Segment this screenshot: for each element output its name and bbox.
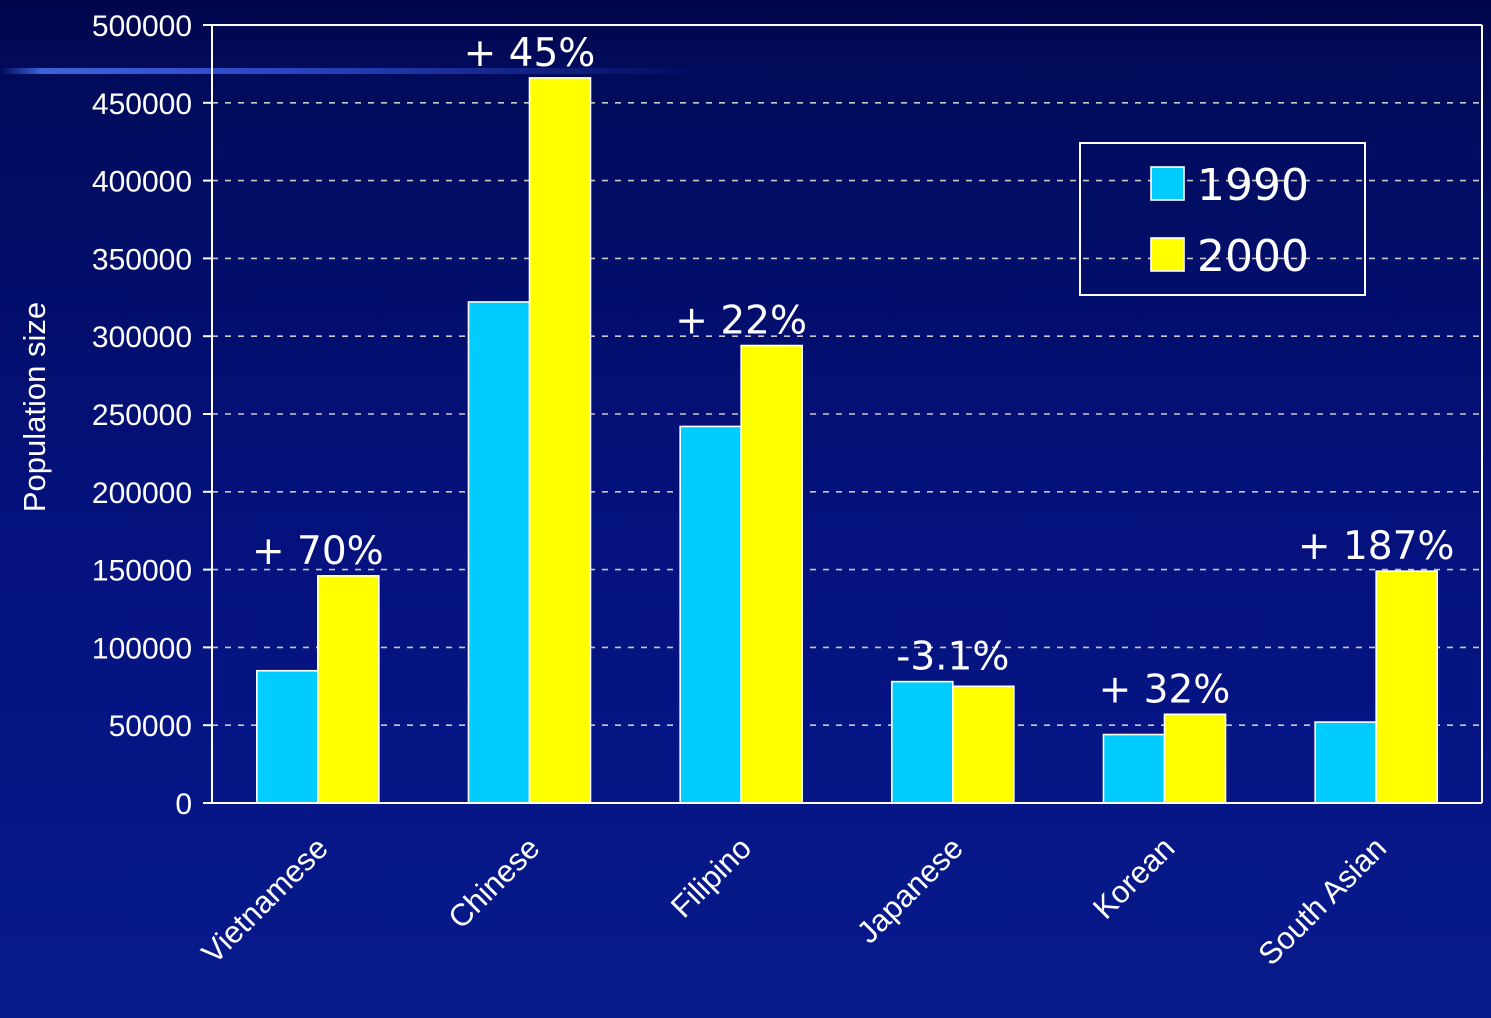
- bar-2000: [528, 77, 592, 804]
- gridlines: [212, 24, 1482, 727]
- category-label: South Asian: [1251, 830, 1393, 972]
- percent-annotation: + 187%: [1298, 524, 1455, 569]
- category-label: Korean: [1086, 830, 1181, 925]
- category-label: Japanese: [850, 830, 970, 950]
- accent-line: [0, 68, 700, 74]
- percent-annotation: -3.1%: [896, 635, 1009, 680]
- percent-annotation: + 32%: [1099, 667, 1231, 712]
- bars: [256, 77, 1438, 804]
- bar-1990: [467, 301, 531, 804]
- bar-2000: [1163, 713, 1227, 804]
- y-tick-label: 50000: [109, 710, 192, 743]
- y-tick-label: 100000: [92, 632, 192, 665]
- y-tick-label: 200000: [92, 477, 192, 510]
- y-tick-label: 350000: [92, 243, 192, 276]
- bar-2000: [952, 685, 1015, 804]
- bar-2000: [740, 344, 803, 804]
- legend-label: 1990: [1197, 160, 1309, 211]
- axes: [203, 24, 1483, 804]
- y-tick-label: 450000: [92, 88, 192, 121]
- legend-label: 2000: [1197, 231, 1309, 282]
- bar-1990: [256, 669, 319, 804]
- category-labels: Vietnamese Chinese Filipino Japanese Korean S…: [195, 830, 1393, 972]
- y-tick-label: 250000: [92, 399, 192, 432]
- category-label: Vietnamese: [195, 830, 335, 970]
- bar-2000: [1375, 570, 1438, 804]
- legend-frame: [1079, 142, 1366, 296]
- bar-2000: [317, 575, 380, 804]
- legend: 1990 2000: [1079, 142, 1366, 296]
- percent-annotation: + 45%: [464, 31, 596, 76]
- title-band: [0, 0, 1491, 72]
- percent-annotation: + 70%: [252, 529, 384, 574]
- bar-1990: [679, 425, 742, 804]
- y-axis-label: Population size: [17, 302, 52, 512]
- bar-1990: [1102, 733, 1166, 804]
- bar-1990: [891, 680, 954, 804]
- y-tick-labels: 0 50000 100000 150000 200000 250000 300000 3500…: [92, 10, 192, 821]
- y-tick-label: 0: [175, 788, 192, 821]
- legend-swatch: [1150, 237, 1185, 272]
- bar-1990: [1314, 721, 1377, 804]
- y-tick-label: 400000: [92, 166, 192, 199]
- category-label: Chinese: [441, 830, 546, 935]
- y-tick-label: 150000: [92, 555, 192, 588]
- y-tick-label: 300000: [92, 321, 192, 354]
- legend-swatch: [1150, 166, 1185, 201]
- y-tick-label: 500000: [92, 10, 192, 43]
- percent-annotation: + 22%: [675, 299, 807, 344]
- percent-annotations: + 70% + 45% + 22% -3.1% + 32% + 187%: [252, 31, 1455, 712]
- category-label: Filipino: [664, 830, 758, 924]
